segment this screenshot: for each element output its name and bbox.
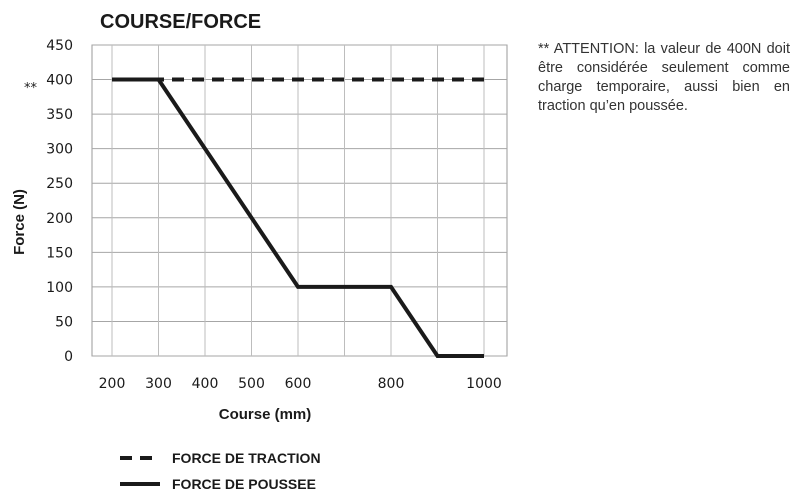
chart-title: COURSE/FORCE [100,11,261,33]
x-tick-labels: 200 300 400 500 600 800 1000 [99,376,502,392]
attention-note: ** ATTENTION: la valeur de 400N doit êtr… [538,41,790,114]
y-tick-label: 50 [55,314,73,330]
y-tick-label: 450 [46,38,73,54]
y-tick-labels: 0 50 100 150 200 250 300 350 400 450 [46,38,73,365]
y-tick-label: 150 [46,245,73,261]
x-axis-label: Course (mm) [219,406,312,423]
series-line-1 [112,77,484,358]
y-tick-label: 300 [46,142,73,158]
y-tick-label: 350 [46,107,73,123]
grid [92,44,507,357]
x-tick-label: 500 [238,376,265,392]
x-tick-label: 800 [378,376,405,392]
x-tick-label: 400 [192,376,219,392]
y-tick-label: 0 [64,349,73,365]
x-tick-label: 300 [145,376,172,392]
series-layer [112,77,484,358]
y-tick-label: 100 [46,280,73,296]
y-axis-label: Force (N) [11,189,28,255]
x-tick-label: 1000 [466,376,502,392]
y-tick-label: 250 [46,176,73,192]
x-tick-label: 600 [285,376,312,392]
y-tick-label: 200 [46,211,73,227]
y-tick-label: 400 [46,73,73,89]
legend-label-0: FORCE DE TRACTION [172,450,321,466]
marker-annotation: ** [24,81,38,96]
x-tick-label: 200 [99,376,126,392]
legend: FORCE DE TRACTION FORCE DE POUSSEE [120,450,321,492]
plot-area [91,44,508,357]
legend-label-1: FORCE DE POUSSEE [172,476,316,492]
